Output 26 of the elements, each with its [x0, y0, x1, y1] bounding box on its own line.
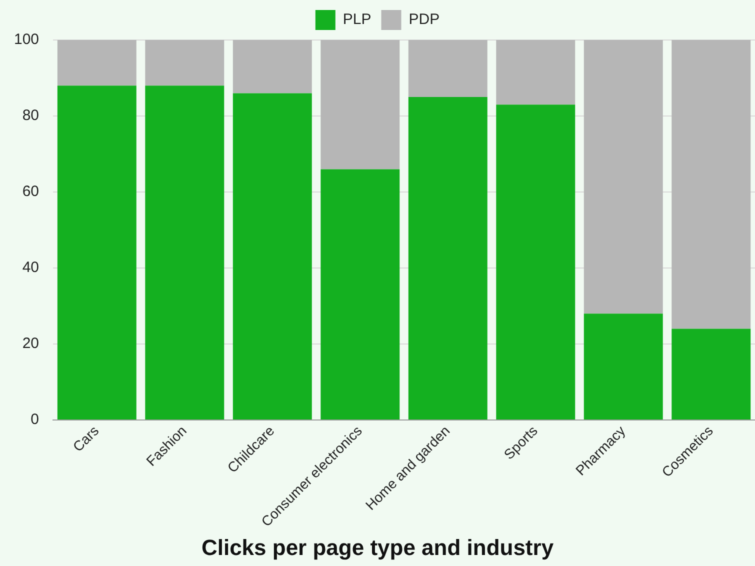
legend-label: PDP [408, 11, 440, 28]
text: Clicks per page type and industry [201, 534, 554, 560]
y-tick-label: 40 [22, 259, 40, 276]
y-tick-label: 20 [22, 335, 40, 352]
y-tick-label: 100 [14, 31, 40, 48]
bar [320, 169, 400, 420]
y-tick-label: 60 [22, 183, 40, 200]
bar [408, 40, 488, 97]
bar [57, 40, 136, 86]
bar [584, 314, 663, 420]
bar [320, 40, 400, 170]
y-tick-label: 80 [22, 107, 40, 124]
bar [57, 86, 136, 420]
y-tick-label: 0 [30, 411, 40, 428]
bar [145, 40, 224, 86]
bar [232, 40, 312, 94]
bar [145, 86, 224, 420]
bar [232, 93, 312, 420]
bar [496, 40, 576, 105]
bar [584, 40, 663, 314]
bar [672, 328, 751, 420]
bar [672, 40, 751, 329]
bar [496, 104, 576, 420]
x-tick-label: Cars [70, 422, 102, 455]
legend-label: PLP [342, 11, 372, 28]
bar [408, 97, 488, 420]
